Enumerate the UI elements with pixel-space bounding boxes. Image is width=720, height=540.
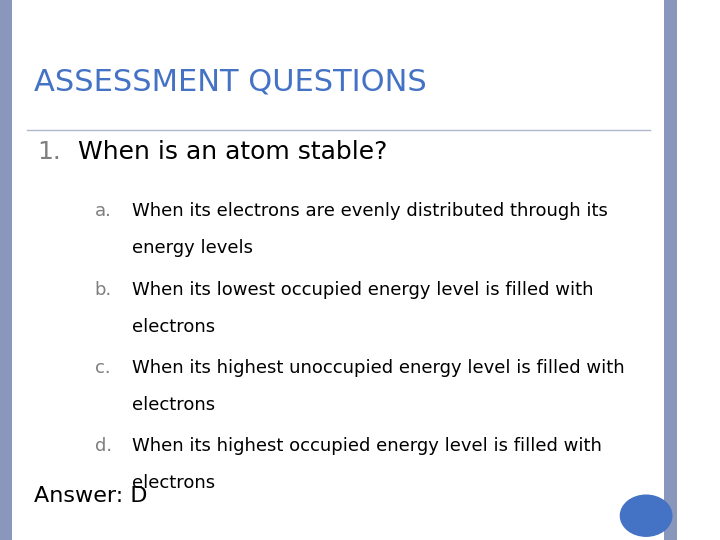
Text: electrons: electrons [132, 396, 215, 414]
Text: When its electrons are evenly distributed through its: When its electrons are evenly distribute… [132, 202, 608, 220]
Text: energy levels: energy levels [132, 239, 253, 257]
Text: When its lowest occupied energy level is filled with: When its lowest occupied energy level is… [132, 281, 593, 299]
Text: electrons: electrons [132, 318, 215, 335]
Circle shape [621, 495, 672, 536]
FancyBboxPatch shape [0, 0, 12, 540]
FancyBboxPatch shape [665, 0, 677, 540]
Text: 1.: 1. [37, 140, 61, 164]
Text: b.: b. [95, 281, 112, 299]
Text: Answer: D: Answer: D [34, 486, 148, 506]
Text: a.: a. [95, 202, 112, 220]
Text: When its highest occupied energy level is filled with: When its highest occupied energy level i… [132, 437, 602, 455]
Text: c.: c. [95, 359, 110, 377]
Text: d.: d. [95, 437, 112, 455]
Text: When is an atom stable?: When is an atom stable? [78, 140, 387, 164]
Text: ASSESSMENT QUESTIONS: ASSESSMENT QUESTIONS [34, 68, 426, 97]
Text: electrons: electrons [132, 474, 215, 492]
Text: When its highest unoccupied energy level is filled with: When its highest unoccupied energy level… [132, 359, 624, 377]
